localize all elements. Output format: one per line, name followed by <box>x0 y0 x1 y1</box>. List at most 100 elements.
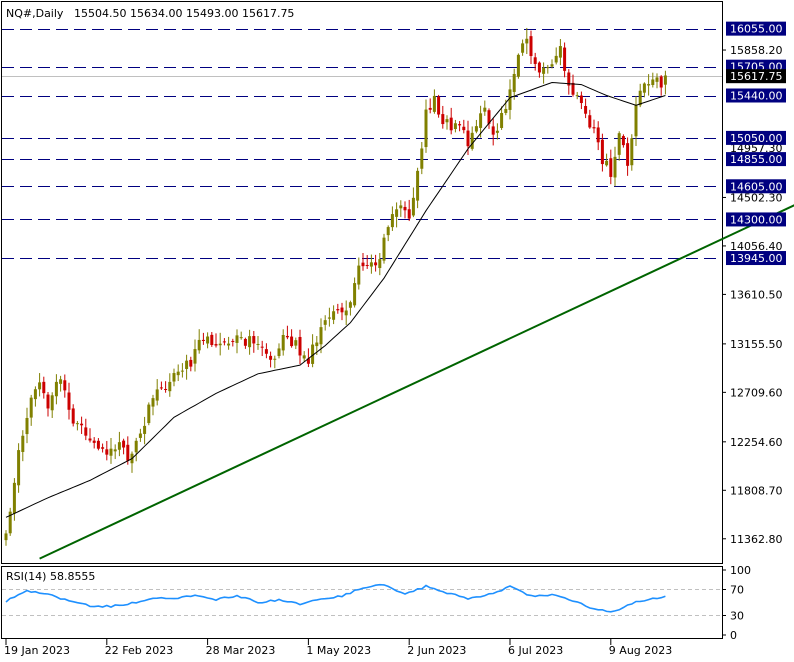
candle-body <box>17 450 21 486</box>
candle-body <box>71 408 75 424</box>
symbol-label: NQ#,Daily <box>6 7 64 20</box>
candle-body <box>609 158 613 177</box>
candle-body <box>470 132 474 149</box>
candle-body <box>428 107 432 110</box>
candle-body <box>67 392 71 410</box>
candle-body <box>403 206 407 211</box>
candle-body <box>164 388 168 390</box>
candle-body <box>63 380 67 391</box>
candle-body <box>151 398 155 407</box>
candle-body <box>504 108 508 113</box>
candle-body <box>558 46 562 58</box>
candle-body <box>554 55 558 63</box>
candle-body <box>105 449 109 455</box>
candle-body <box>243 338 247 346</box>
candle-body <box>626 143 630 166</box>
candle-body <box>21 435 25 452</box>
candle-body <box>516 54 520 77</box>
candles-group <box>4 27 667 546</box>
candle-body <box>416 170 420 201</box>
candle-body <box>248 336 252 348</box>
candle-body <box>235 335 239 343</box>
candle-body <box>651 79 655 85</box>
candle-body <box>445 119 449 123</box>
level-price-box <box>726 152 786 167</box>
candle-body <box>222 341 226 343</box>
price-axis: 15858.20 14502.30 14056.40 13610.50 13155.50… <box>722 21 786 546</box>
candle-body <box>424 109 428 148</box>
candle-body <box>176 371 180 376</box>
candle-body <box>647 84 651 86</box>
candle-body <box>340 307 344 313</box>
candle-body <box>25 417 29 435</box>
candle-body <box>101 447 105 449</box>
candle-body <box>374 262 378 266</box>
candle-body <box>143 425 147 434</box>
candle-body <box>210 334 214 346</box>
level-price-box <box>726 21 786 36</box>
candle-body <box>168 381 172 392</box>
price-tick-label: 13155.50 <box>730 338 783 351</box>
candle-body <box>206 336 210 344</box>
candle-body <box>617 133 621 155</box>
candle-body <box>84 427 88 436</box>
candle-body <box>584 105 588 114</box>
candle-body <box>155 389 159 401</box>
date-tick-label: 2 Jun 2023 <box>407 644 466 657</box>
candle-body <box>197 339 201 351</box>
level-price-label: 13945.00 <box>730 252 783 265</box>
candle-body <box>96 440 100 449</box>
candle-body <box>466 130 470 147</box>
candle-body <box>592 127 596 129</box>
date-axis: 19 Jan 2023 22 Feb 2023 28 Mar 2023 1 May 2… <box>4 639 672 657</box>
horizontal-levels <box>2 29 722 259</box>
candle-body <box>33 389 37 400</box>
candle-body <box>630 138 634 166</box>
candle-body <box>420 148 424 169</box>
candle-body <box>407 209 411 219</box>
candle-body <box>231 340 235 342</box>
candle-body <box>634 105 638 137</box>
candle-body <box>88 438 92 441</box>
rsi-tick-label: 0 <box>730 629 737 642</box>
candle-body <box>525 38 529 44</box>
candle-body <box>613 156 617 178</box>
candle-body <box>642 83 646 93</box>
moving-average-line <box>5 81 666 518</box>
candle-body <box>348 302 352 308</box>
date-tick-label: 1 May 2023 <box>306 644 371 657</box>
candle-body <box>323 320 327 325</box>
level-price-box <box>726 130 786 145</box>
candle-body <box>596 127 600 143</box>
candle-body <box>621 136 625 146</box>
candle-body <box>508 89 512 110</box>
candle-body <box>361 262 365 267</box>
candle-body <box>550 64 554 67</box>
candle-body <box>395 209 399 217</box>
level-price-box <box>726 88 786 103</box>
ohlc-label: 15504.50 15634.00 15493.00 15617.75 <box>74 7 294 20</box>
candle-body <box>437 96 441 115</box>
level-price-box <box>726 251 786 266</box>
price-tick-label: 14502.30 <box>730 191 783 204</box>
candle-body <box>113 449 117 452</box>
candle-body <box>159 387 163 389</box>
candle-body <box>474 126 478 132</box>
date-tick-label: 28 Mar 2023 <box>206 644 276 657</box>
candle-body <box>659 76 663 88</box>
candle-body <box>134 440 138 453</box>
candle-body <box>126 444 130 461</box>
candle-body <box>59 379 63 384</box>
candle-body <box>411 197 415 216</box>
price-tick-label: 11362.80 <box>730 533 783 546</box>
candle-body <box>239 337 243 339</box>
candle-body <box>46 394 50 409</box>
candle-body <box>495 130 499 133</box>
candle-body <box>264 349 268 354</box>
candle-body <box>453 123 457 130</box>
candle-body <box>311 344 315 364</box>
level-price-box <box>726 179 786 194</box>
candle-body <box>273 358 277 360</box>
candle-body <box>483 107 487 112</box>
